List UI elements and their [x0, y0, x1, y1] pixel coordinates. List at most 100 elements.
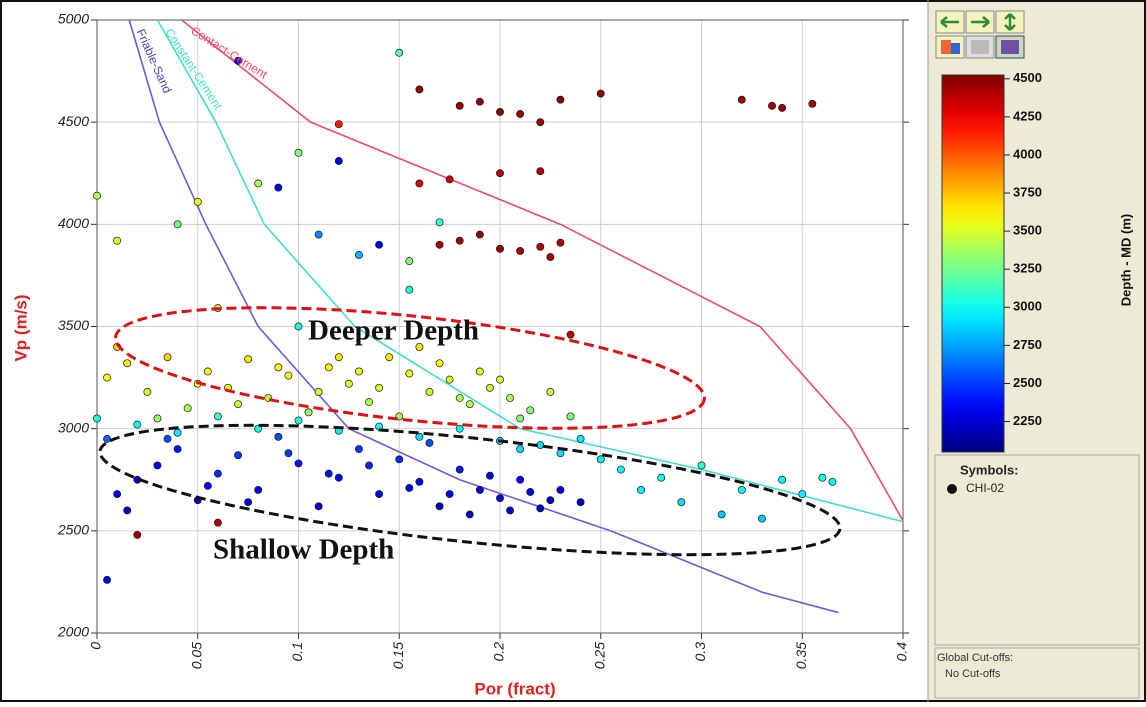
data-point — [254, 179, 263, 188]
data-point — [244, 498, 253, 507]
data-point — [274, 432, 283, 441]
colorbar-tick-label: 3500 — [1013, 223, 1042, 238]
data-point — [365, 398, 373, 407]
data-point — [566, 412, 575, 421]
data-point — [445, 490, 454, 499]
legend-box — [934, 454, 1140, 646]
data-point — [657, 473, 666, 482]
data-point — [234, 400, 242, 409]
data-point — [435, 502, 444, 511]
data-point — [435, 240, 444, 249]
x-tick-label: 0.25 — [591, 642, 607, 669]
data-point — [213, 469, 222, 478]
data-point — [576, 498, 585, 507]
data-point — [546, 496, 555, 505]
data-point — [103, 434, 112, 443]
data-point — [234, 451, 242, 460]
data-point — [93, 414, 101, 423]
data-point — [355, 367, 363, 376]
data-point — [334, 353, 343, 362]
data-point — [435, 359, 444, 368]
annotation: Deeper Depth — [308, 315, 479, 347]
data-point — [355, 251, 363, 259]
x-tick-label: 0.1 — [289, 642, 305, 661]
data-point — [445, 375, 454, 384]
data-point — [324, 469, 333, 478]
data-point — [405, 257, 414, 266]
data-point — [737, 95, 746, 104]
icon — [941, 40, 951, 54]
data-point — [385, 353, 394, 362]
deeper-ellipse — [114, 306, 706, 430]
data-point — [213, 518, 222, 527]
data-point — [556, 486, 565, 494]
data-point — [375, 490, 384, 499]
data-point — [183, 404, 192, 413]
data-point — [475, 486, 484, 494]
data-point — [516, 445, 525, 454]
data-point — [536, 118, 545, 127]
y-tick-label: 5000 — [58, 11, 89, 27]
data-point — [556, 238, 565, 247]
x-axis-label: Por (fract) — [474, 679, 555, 698]
data-point — [314, 502, 323, 511]
data-point — [415, 179, 424, 188]
data-point — [254, 486, 263, 494]
data-point — [475, 367, 484, 376]
data-point — [496, 107, 504, 116]
data-point — [143, 387, 152, 396]
data-point — [405, 285, 414, 294]
data-point — [133, 530, 142, 539]
data-point — [506, 506, 515, 515]
data-point — [405, 369, 414, 378]
x-tick-label: 0.15 — [390, 642, 406, 669]
colorbar-tick-label: 4500 — [1013, 70, 1042, 85]
data-point — [173, 220, 182, 229]
data-point — [485, 383, 494, 392]
icon — [940, 16, 959, 28]
model-curve — [181, 19, 904, 522]
data-point — [546, 387, 555, 396]
data-point — [355, 445, 363, 454]
data-point — [566, 330, 575, 339]
data-point — [254, 424, 263, 433]
data-point — [465, 400, 474, 409]
data-point — [395, 455, 404, 464]
data-point — [717, 510, 726, 519]
data-point — [284, 371, 293, 380]
icon — [951, 43, 960, 54]
y-tick-label: 2000 — [57, 624, 89, 640]
data-point — [93, 191, 101, 200]
icon — [971, 16, 990, 28]
data-point — [314, 230, 323, 239]
data-point — [113, 490, 122, 499]
data-point — [506, 394, 515, 402]
shallow-ellipse — [98, 423, 842, 557]
data-point — [546, 253, 555, 261]
data-point — [576, 434, 585, 443]
data-point — [596, 89, 605, 98]
data-point — [616, 465, 625, 474]
toolbar — [935, 10, 1025, 59]
data-point — [798, 490, 807, 499]
data-point — [274, 363, 283, 372]
plot-frame — [96, 19, 904, 634]
cutoff-box — [934, 647, 1140, 699]
data-point — [556, 95, 565, 104]
data-point — [203, 367, 212, 376]
data-point — [395, 48, 404, 57]
data-point — [496, 169, 504, 178]
data-point — [455, 394, 464, 402]
model-curve — [156, 19, 904, 523]
data-point — [344, 379, 353, 388]
legend-symbol — [947, 484, 957, 494]
data-point — [123, 359, 132, 368]
data-point — [123, 506, 132, 515]
data-point — [697, 461, 706, 470]
model-curve — [128, 19, 839, 614]
colorbar-tick-label: 3000 — [1013, 299, 1042, 314]
data-point — [496, 494, 504, 503]
data-point — [294, 148, 303, 157]
data-point — [828, 477, 837, 486]
